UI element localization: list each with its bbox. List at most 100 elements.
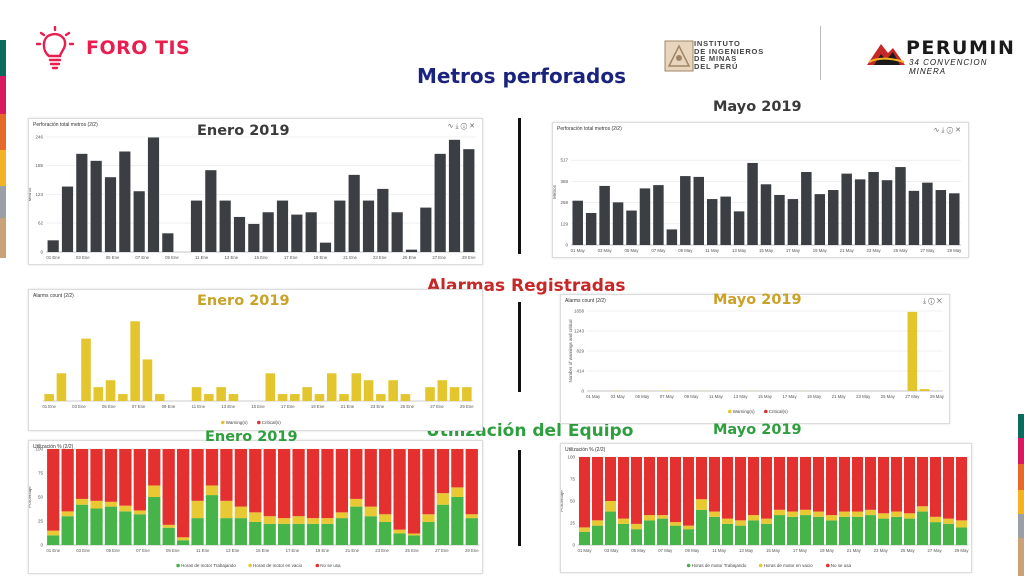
bar: [176, 537, 190, 541]
bar: [639, 188, 651, 245]
bar: [591, 520, 604, 526]
x-tick-label: 09 Ene: [165, 255, 179, 260]
x-tick-label: 13 May: [732, 248, 747, 253]
x-tick-label: 27 Ene: [432, 255, 446, 260]
panel-tools: ⤓ⓘ✕: [923, 298, 944, 306]
legend-marker: [315, 563, 320, 568]
bar: [799, 515, 812, 545]
bar: [393, 533, 406, 545]
y-axis-label: Porcentaje: [29, 486, 32, 508]
bar: [148, 449, 161, 486]
info-icon[interactable]: ⓘ: [928, 298, 937, 305]
close-icon[interactable]: ✕: [469, 123, 477, 130]
bar: [379, 521, 392, 545]
bar: [422, 521, 435, 545]
bar: [955, 520, 968, 528]
divider-3: [518, 450, 521, 546]
x-tick-label: 17 Ene: [286, 548, 300, 553]
bar: [890, 457, 903, 512]
bar: [400, 394, 411, 401]
bar: [407, 533, 421, 536]
bar: [827, 190, 839, 245]
bar: [302, 387, 312, 401]
x-tick-label: 23 Ene: [371, 404, 385, 409]
chart-icon[interactable]: ∿: [933, 127, 942, 134]
bar: [916, 457, 929, 507]
x-tick-label: 09 May: [678, 248, 693, 253]
bar: [626, 210, 637, 245]
x-tick-label: 03 Ene: [76, 255, 90, 260]
bar: [291, 214, 303, 252]
bar: [851, 511, 864, 517]
download-icon[interactable]: ⤓: [941, 127, 947, 134]
info-icon[interactable]: ⓘ: [946, 127, 956, 134]
bar: [437, 380, 448, 401]
perumin-subtitle: 34 CONVENCION MINERA: [909, 58, 988, 76]
download-icon[interactable]: ⤓: [455, 123, 461, 130]
x-tick-label: 07 Ene: [136, 548, 150, 553]
x-tick-label: 11 May: [712, 548, 727, 553]
y-tick-label: 0: [581, 389, 584, 394]
legend-label: Horas de motor Trabajando: [181, 563, 236, 568]
chart-icon[interactable]: ∿: [447, 123, 456, 130]
bar: [760, 184, 772, 245]
x-tick-label: 17 May: [793, 548, 808, 553]
bar: [191, 449, 204, 501]
info-icon[interactable]: ⓘ: [460, 123, 470, 130]
bar: [75, 449, 89, 499]
bar: [119, 449, 132, 506]
bar: [734, 457, 747, 521]
bar: [265, 373, 276, 401]
bar: [578, 527, 591, 532]
bar: [176, 540, 190, 545]
x-tick-label: 01 May: [571, 248, 586, 253]
divider-1: [518, 118, 521, 254]
bar: [942, 523, 955, 545]
panel-tools: ∿⤓ⓘ✕: [448, 122, 477, 131]
divider-2: [518, 302, 521, 392]
x-tick-label: 17 May: [786, 248, 801, 253]
y-tick-label: 829: [576, 349, 584, 354]
bar: [908, 190, 920, 245]
mountain-icon: [867, 44, 905, 65]
x-tick-label: 19 Ene: [315, 548, 329, 553]
x-tick-label: 09 May: [685, 548, 700, 553]
bar: [391, 212, 403, 252]
bar: [814, 194, 826, 245]
bar: [693, 176, 705, 245]
chart-utilizacion-mayo: 0 25 50 75 100 Porcentaje 01 May 03 May 05 May 07…: [561, 455, 969, 569]
bar: [617, 457, 630, 519]
x-tick-label: 07 Ene: [135, 255, 149, 260]
x-tick-label: 15 May: [759, 248, 774, 253]
iimp-line2: DE INGENIEROS: [694, 46, 764, 56]
bar: [721, 518, 734, 524]
download-icon[interactable]: ⤓: [923, 298, 929, 305]
month-label-utilizacion-enero: Enero 2019: [205, 429, 298, 445]
y-tick-label: 517: [560, 158, 568, 163]
bar: [292, 449, 305, 517]
bar: [451, 449, 464, 488]
x-tick-label: 01 Ene: [46, 548, 60, 553]
bar: [864, 515, 877, 545]
bar: [760, 523, 773, 545]
bar: [929, 522, 942, 545]
bar: [278, 523, 291, 545]
y-axis-label: Number of warnings and critical: [568, 319, 573, 382]
close-icon[interactable]: ✕: [955, 127, 963, 134]
bar: [916, 506, 929, 512]
close-icon[interactable]: ✕: [936, 298, 944, 305]
bar: [799, 509, 812, 516]
bar: [220, 500, 233, 519]
iimp-line4: DEL PERÚ: [694, 61, 739, 71]
bar: [364, 516, 377, 545]
bar: [463, 149, 475, 252]
bar: [105, 380, 116, 401]
bar: [339, 394, 349, 401]
bar: [682, 457, 695, 526]
y-tick-label: 25: [570, 521, 576, 526]
x-tick-label: 07 May: [651, 248, 666, 253]
y-tick-label: 185: [35, 163, 43, 168]
bar: [335, 512, 349, 519]
bar: [90, 500, 103, 509]
x-tick-label: 21 May: [847, 548, 862, 553]
